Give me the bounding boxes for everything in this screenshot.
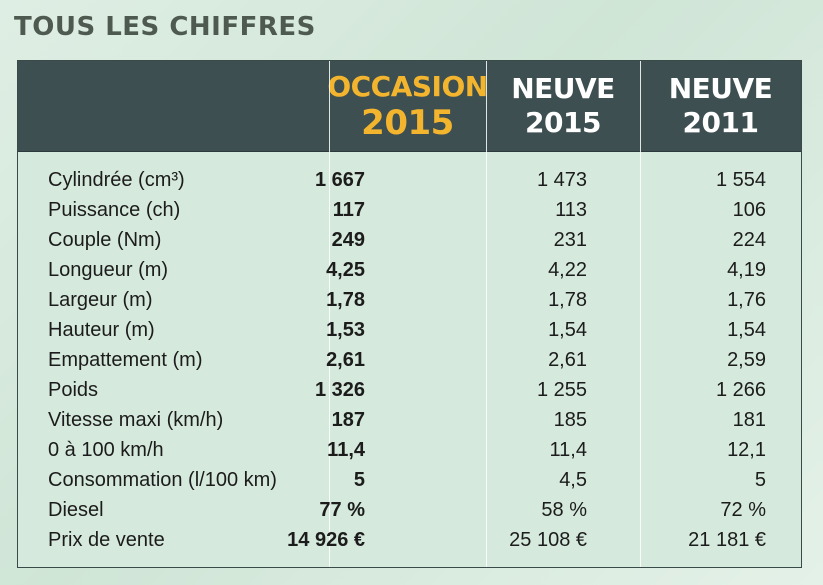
cell-neuve-2011: 12,1: [727, 439, 766, 461]
table-row: Couple (Nm) 249 231 224: [18, 225, 801, 255]
cell-occasion-2015: 117: [332, 199, 365, 221]
cell-neuve-2015: 185: [553, 409, 587, 431]
cell-neuve-2015: 1,78: [548, 289, 587, 311]
row-label: Empattement (m): [48, 349, 203, 371]
cell-occasion-2015: 11,4: [327, 439, 365, 461]
cell-neuve-2011: 72 %: [720, 499, 766, 521]
row-label: Puissance (ch): [48, 199, 181, 221]
header-occasion-year: 2015: [361, 103, 454, 143]
cell-neuve-2015: 58 %: [541, 499, 587, 521]
table-row: Prix de vente 14 926 € 25 108 € 21 181 €: [18, 525, 801, 555]
cell-occasion-2015: 249: [331, 229, 365, 251]
row-label: Hauteur (m): [48, 319, 155, 341]
table-row: Longueur (m) 4,25 4,22 4,19: [18, 255, 801, 285]
cell-neuve-2011: 181: [732, 409, 766, 431]
cell-neuve-2011: 106: [732, 199, 766, 221]
table-row: Consommation (l/100 km) 5 4,5 5: [18, 465, 801, 495]
table-row: Puissance (ch) 117 113 106: [18, 195, 801, 225]
row-label: Vitesse maxi (km/h): [48, 409, 224, 431]
cell-neuve-2015: 2,61: [548, 349, 587, 371]
cell-neuve-2011: 224: [732, 229, 766, 251]
page-title: TOUS LES CHIFFRES: [14, 12, 316, 42]
cell-neuve-2015: 11,4: [549, 439, 587, 461]
row-label: Couple (Nm): [48, 229, 162, 251]
cell-occasion-2015: 1,53: [326, 319, 365, 341]
header-occasion-2015: OCCASION 2015: [327, 61, 488, 151]
column-divider: [640, 61, 641, 567]
row-label: Largeur (m): [48, 289, 153, 311]
cell-neuve-2011: 21 181 €: [688, 529, 766, 551]
cell-neuve-2015: 1 473: [536, 169, 587, 191]
header-neuve2011-year: 2011: [682, 106, 759, 139]
cell-neuve-2015: 231: [553, 229, 587, 251]
cell-occasion-2015: 5: [353, 469, 365, 491]
table-row: Poids 1 326 1 255 1 266: [18, 375, 801, 405]
cell-neuve-2015: 4,22: [548, 259, 587, 281]
cell-neuve-2015: 4,5: [559, 469, 587, 491]
row-label: Consommation (l/100 km): [48, 469, 277, 491]
cell-occasion-2015: 1 667: [314, 169, 365, 191]
cell-neuve-2015: 1,54: [548, 319, 587, 341]
header-neuve2015-year: 2015: [525, 106, 601, 139]
cell-occasion-2015: 1 326: [314, 379, 365, 401]
column-divider: [486, 61, 487, 567]
header-neuve2015-label: NEUVE: [511, 72, 615, 105]
cell-occasion-2015: 4,25: [326, 259, 365, 281]
table-row: Hauteur (m) 1,53 1,54 1,54: [18, 315, 801, 345]
cell-occasion-2015: 2,61: [326, 349, 365, 371]
cell-neuve-2011: 1,76: [727, 289, 766, 311]
table-row: Vitesse maxi (km/h) 187 185 181: [18, 405, 801, 435]
header-neuve-2015: NEUVE 2015: [486, 61, 640, 151]
row-label: Longueur (m): [48, 259, 169, 281]
cell-neuve-2015: 1 255: [536, 379, 587, 401]
spec-table: OCCASION 2015 NEUVE 2015 NEUVE 2011 Cyli…: [17, 60, 802, 568]
table-row: Empattement (m) 2,61 2,61 2,59: [18, 345, 801, 375]
cell-neuve-2011: 1 554: [715, 169, 766, 191]
cell-neuve-2015: 113: [555, 199, 587, 221]
row-label: 0 à 100 km/h: [48, 439, 164, 461]
table-row: 0 à 100 km/h 11,4 11,4 12,1: [18, 435, 801, 465]
table-row: Diesel 77 % 58 % 72 %: [18, 495, 801, 525]
cell-neuve-2011: 1 266: [715, 379, 766, 401]
cell-neuve-2015: 25 108 €: [509, 529, 587, 551]
header-neuve2011-label: NEUVE: [668, 72, 773, 105]
row-label: Cylindrée (cm³): [48, 169, 185, 191]
header-occasion-label: OCCASION: [327, 70, 488, 103]
row-label: Diesel: [48, 499, 104, 521]
table-row: Largeur (m) 1,78 1,78 1,76: [18, 285, 801, 315]
cell-neuve-2011: 1,54: [727, 319, 766, 341]
cell-occasion-2015: 1,78: [326, 289, 365, 311]
cell-occasion-2015: 187: [331, 409, 365, 431]
cell-neuve-2011: 4,19: [727, 259, 766, 281]
cell-occasion-2015: 14 926 €: [287, 529, 365, 551]
row-label: Poids: [48, 379, 99, 401]
table-row: Cylindrée (cm³) 1 667 1 473 1 554: [18, 165, 801, 195]
column-divider: [329, 61, 330, 567]
table-header: OCCASION 2015 NEUVE 2015 NEUVE 2011: [18, 61, 801, 152]
cell-occasion-2015: 77 %: [319, 499, 365, 521]
cell-neuve-2011: 5: [754, 469, 766, 491]
header-neuve-2011: NEUVE 2011: [640, 61, 801, 151]
row-label: Prix de vente: [48, 529, 165, 551]
cell-neuve-2011: 2,59: [727, 349, 766, 371]
